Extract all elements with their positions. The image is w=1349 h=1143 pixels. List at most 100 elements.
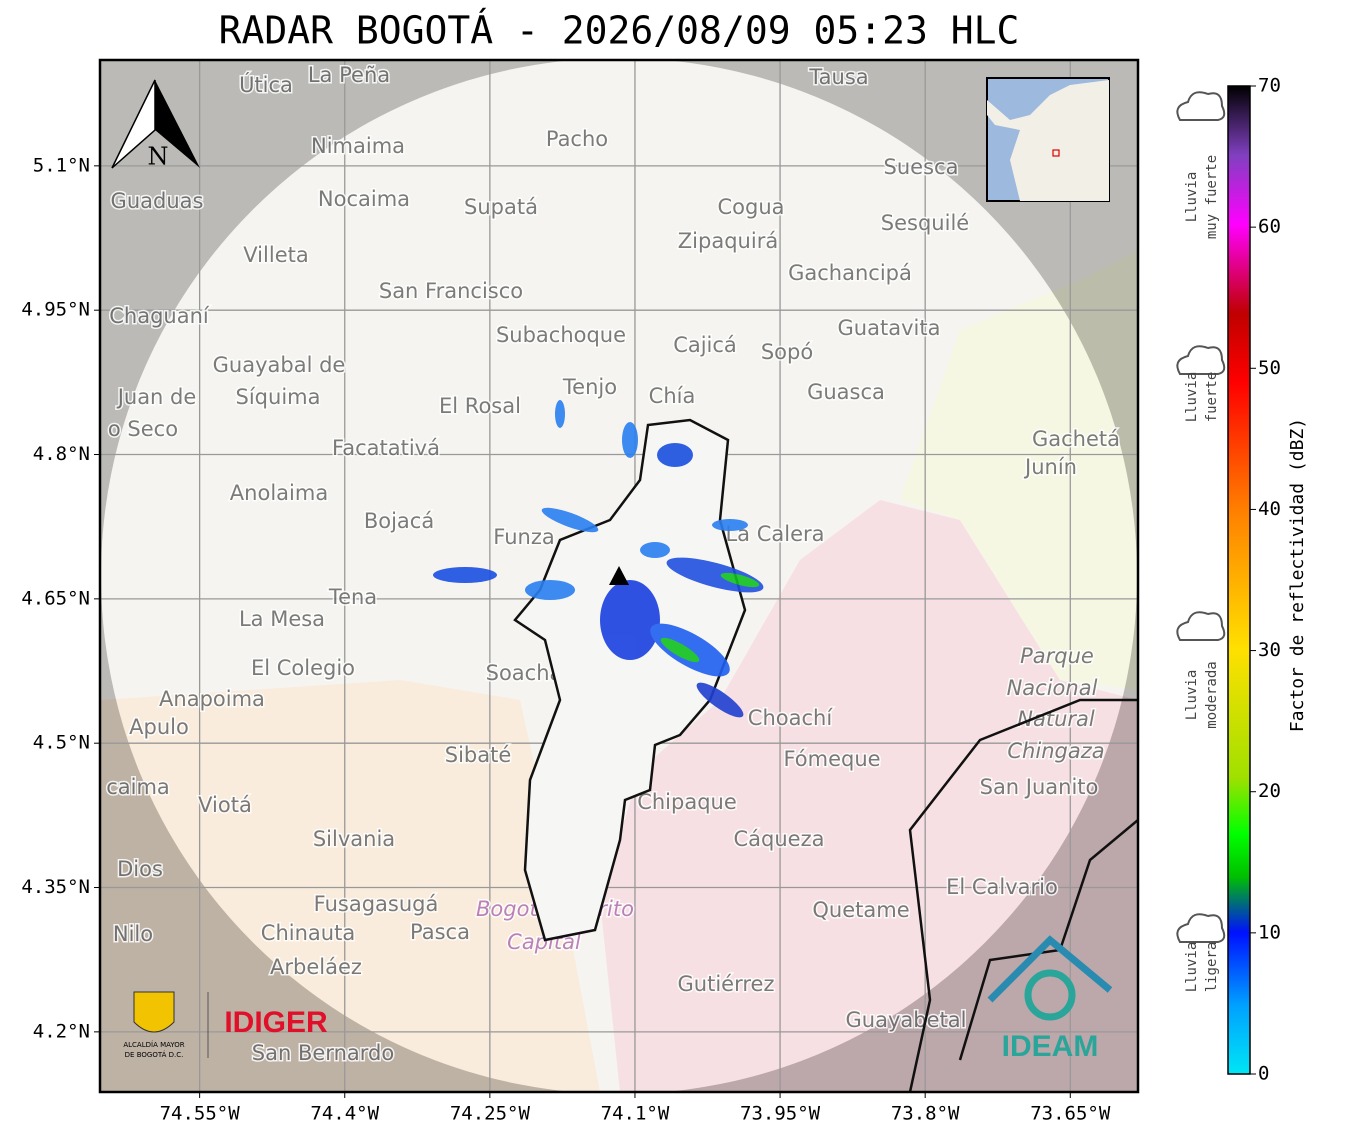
- inset-map: [986, 77, 1110, 202]
- place-label: Nacional: [1007, 676, 1098, 700]
- x-tick-label: 74.55°W: [160, 1103, 241, 1125]
- place-label: Tenjo: [562, 375, 617, 399]
- x-tick-label: 73.95°W: [740, 1103, 821, 1125]
- place-label: Gutiérrez: [678, 972, 775, 996]
- title: RADAR BOGOTÁ - 2026/08/09 05:23 HLC: [219, 9, 1020, 53]
- map-frame: [98, 58, 1140, 1094]
- rain-level: Lluvia moderada: [1176, 611, 1226, 729]
- y-tick-label: 4.95°N: [21, 299, 90, 321]
- x-tick-label: 74.25°W: [450, 1103, 531, 1125]
- colorbar-tick-label: 70: [1258, 75, 1281, 97]
- y-tick-label: 5.1°N: [33, 154, 90, 176]
- place-label: Viotá: [198, 793, 252, 817]
- idiger-logo: IDIGER: [224, 1006, 328, 1039]
- place-label: Sesquilé: [881, 211, 969, 235]
- place-label: Soacha: [486, 661, 563, 685]
- colorbar-tick-label: 20: [1258, 780, 1281, 802]
- rain-label: muy fuerte: [1204, 155, 1220, 239]
- x-tick-label: 73.65°W: [1030, 1103, 1111, 1125]
- y-tick-label: 4.65°N: [21, 587, 90, 609]
- place-label: Nilo: [113, 922, 153, 946]
- place-label: El Rosal: [439, 394, 521, 418]
- place-label: Suesca: [884, 155, 959, 179]
- place-label: La Mesa: [239, 607, 325, 631]
- place-label: Quetame: [812, 898, 909, 922]
- place-label: Chingaza: [1007, 739, 1104, 763]
- place-label: Síquima: [236, 385, 321, 409]
- colorbar-tick-label: 30: [1258, 639, 1281, 661]
- place-label: Cáqueza: [734, 827, 825, 851]
- place-label: Chía: [649, 384, 696, 408]
- place-label: Parque: [1020, 644, 1094, 668]
- logo-text: DE BOGOTÁ D.C.: [125, 1050, 184, 1059]
- place-label: Tausa: [808, 65, 868, 89]
- colorbar-tick-label: 10: [1258, 921, 1281, 943]
- rain-label: Lluvia: [1184, 670, 1200, 721]
- x-tick-label: 74.4°W: [310, 1103, 379, 1125]
- place-label: Apulo: [129, 715, 189, 739]
- place-label: Pacho: [546, 127, 608, 151]
- region-yellow: [900, 250, 1138, 690]
- place-label: Gachancipá: [788, 261, 912, 285]
- place-label: Nocaima: [318, 187, 410, 211]
- place-label: Choachí: [748, 706, 834, 730]
- rain-icon: [1176, 611, 1226, 641]
- place-label: Facatativá: [332, 436, 440, 460]
- place-label: Gachetá: [1032, 427, 1120, 451]
- rain-label: moderada: [1204, 661, 1220, 728]
- place-label: Pasca: [410, 920, 470, 944]
- north-arrow: N: [111, 79, 200, 171]
- rain-label: fuerte: [1204, 372, 1220, 423]
- bogota-logo: ALCALDÍA MAYOR DE BOGOTÁ D.C. IDIGER: [123, 991, 328, 1059]
- place-label: o Seco: [108, 417, 178, 441]
- place-label: Guayabal de: [213, 353, 346, 377]
- place-label: El Calvario: [946, 875, 1058, 899]
- place-label: San Juanito: [980, 775, 1099, 799]
- place-label: Chinauta: [261, 921, 355, 945]
- ideam-logo: IDEAM: [987, 935, 1113, 1063]
- colorbar-tick-label: 60: [1258, 216, 1281, 238]
- place-label: El Colegio: [251, 656, 355, 680]
- map: Útica La Peña Tausa Pacho Nimaima Guaduas Noca…: [100, 60, 1138, 1092]
- place-label: Cajicá: [673, 333, 737, 357]
- place-label: Guayabetal: [846, 1008, 967, 1032]
- place-label: Sibaté: [445, 743, 512, 767]
- place-label: Supatá: [464, 195, 538, 219]
- place-label: San Francisco: [379, 279, 523, 303]
- place-label: Útica: [239, 72, 293, 97]
- rain-level: Lluvia ligera: [1176, 913, 1226, 993]
- rain-label: Lluvia: [1184, 372, 1200, 423]
- rain-label: Lluvia: [1184, 172, 1200, 223]
- place-label: Zipaquirá: [678, 229, 778, 253]
- place-label: Dios: [117, 857, 163, 881]
- place-label: caima: [106, 775, 170, 799]
- radar-echoes: [433, 400, 764, 718]
- place-label: Fómeque: [783, 747, 880, 771]
- place-label: Chaguaní: [109, 304, 210, 328]
- place-label: La Peña: [308, 63, 390, 87]
- place-label: Anapoima: [159, 687, 265, 711]
- place-label: Guatavita: [838, 316, 941, 340]
- place-label: Bojacá: [364, 509, 434, 533]
- y-tick-label: 4.5°N: [33, 732, 90, 754]
- place-label: Tena: [328, 585, 377, 609]
- place-label: San Bernardo: [252, 1041, 394, 1065]
- y-tick-label: 4.35°N: [21, 876, 90, 898]
- place-label: Sopó: [761, 340, 813, 364]
- rain-label: Lluvia: [1184, 942, 1200, 993]
- colorbar-tick-label: 50: [1258, 357, 1281, 379]
- y-tick-label: 4.8°N: [33, 443, 90, 465]
- place-label: Chipaque: [637, 790, 737, 814]
- rain-icon: [1176, 91, 1226, 121]
- rain-icon: [1176, 913, 1226, 943]
- colorbar-tick-label: 0: [1258, 1063, 1269, 1085]
- rain-level: Lluvia fuerte: [1176, 345, 1226, 423]
- north-label: N: [148, 143, 169, 171]
- colorbar: [1227, 85, 1251, 1075]
- colorbar-label: Factor de reflectividad (dBZ): [1287, 418, 1308, 732]
- radar-site: [609, 566, 629, 585]
- rain-level: Lluvia muy fuerte: [1176, 91, 1226, 239]
- y-tick-label: 4.2°N: [33, 1020, 90, 1042]
- x-tick-label: 73.8°W: [891, 1103, 960, 1125]
